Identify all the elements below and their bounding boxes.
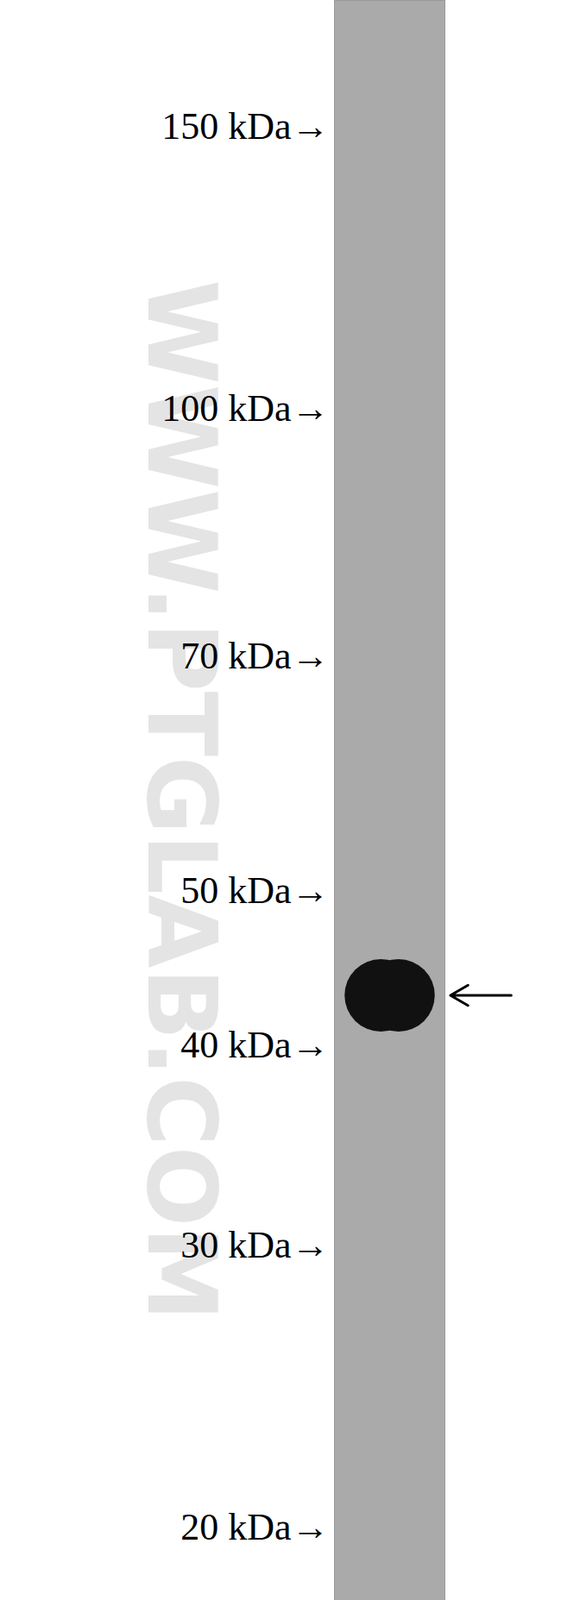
svg-text:50 kDa→: 50 kDa→ — [180, 869, 329, 913]
svg-text:40 kDa→: 40 kDa→ — [180, 1024, 329, 1067]
svg-text:WWW.PTGLAB.COM: WWW.PTGLAB.COM — [126, 279, 237, 1322]
svg-text:100 kDa→: 100 kDa→ — [161, 387, 329, 430]
svg-text:70 kDa→: 70 kDa→ — [180, 635, 329, 678]
svg-text:20 kDa→: 20 kDa→ — [180, 1506, 329, 1550]
svg-text:150 kDa→: 150 kDa→ — [161, 105, 329, 148]
svg-text:30 kDa→: 30 kDa→ — [180, 1224, 329, 1267]
